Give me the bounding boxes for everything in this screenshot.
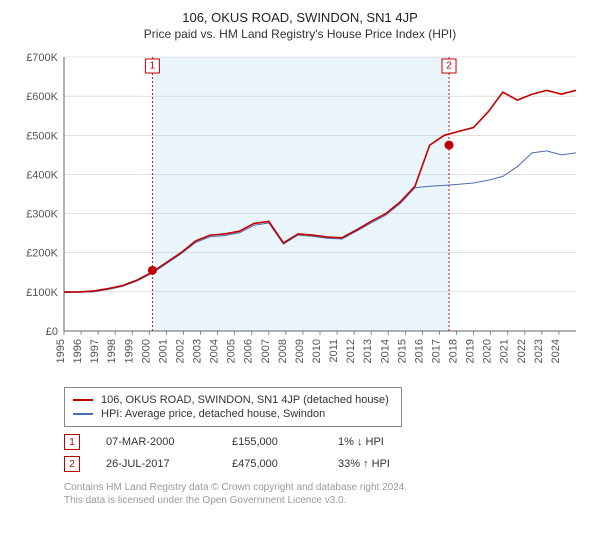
svg-text:£500K: £500K <box>26 130 58 142</box>
legend-label: HPI: Average price, detached house, Swin… <box>101 408 325 420</box>
svg-text:2024: 2024 <box>550 339 562 363</box>
svg-text:2006: 2006 <box>243 339 255 363</box>
legend-item: 106, OKUS ROAD, SWINDON, SN1 4JP (detach… <box>73 393 393 407</box>
event-delta: 1% ↓ HPI <box>338 436 428 448</box>
svg-text:2022: 2022 <box>516 339 528 363</box>
event-delta: 33% ↑ HPI <box>338 458 428 470</box>
sale-events: 1 07-MAR-2000 £155,000 1% ↓ HPI 2 26-JUL… <box>64 431 584 475</box>
legend-label: 106, OKUS ROAD, SWINDON, SN1 4JP (detach… <box>101 394 389 406</box>
legend-swatch <box>73 399 93 401</box>
svg-text:£400K: £400K <box>26 169 58 181</box>
svg-text:1996: 1996 <box>72 339 84 363</box>
svg-text:2011: 2011 <box>328 339 340 363</box>
svg-text:2004: 2004 <box>209 339 221 363</box>
page-subtitle: Price paid vs. HM Land Registry's House … <box>16 27 584 41</box>
legend-swatch <box>73 413 93 415</box>
svg-text:2017: 2017 <box>430 339 442 363</box>
svg-text:2018: 2018 <box>448 339 460 363</box>
svg-text:2014: 2014 <box>379 339 391 363</box>
event-price: £475,000 <box>232 458 312 470</box>
footer-line: Contains HM Land Registry data © Crown c… <box>64 481 584 494</box>
svg-text:2000: 2000 <box>140 339 152 363</box>
svg-text:£300K: £300K <box>26 209 58 221</box>
event-row: 2 26-JUL-2017 £475,000 33% ↑ HPI <box>64 453 584 475</box>
svg-text:2010: 2010 <box>311 339 323 363</box>
price-chart: £0 £100K £200K £300K £400K £500K £600K £700K 199… <box>16 51 584 381</box>
svg-text:1995: 1995 <box>55 339 67 363</box>
svg-text:2016: 2016 <box>413 339 425 363</box>
svg-text:2009: 2009 <box>294 339 306 363</box>
event-date: 07-MAR-2000 <box>106 436 206 448</box>
svg-text:£0: £0 <box>46 326 58 338</box>
svg-text:1999: 1999 <box>123 339 135 363</box>
svg-text:1998: 1998 <box>106 339 118 363</box>
svg-text:2001: 2001 <box>157 339 169 363</box>
svg-text:2021: 2021 <box>499 339 511 363</box>
svg-text:£200K: £200K <box>26 248 58 260</box>
license-footer: Contains HM Land Registry data © Crown c… <box>64 481 584 507</box>
svg-text:£600K: £600K <box>26 91 58 103</box>
svg-text:2007: 2007 <box>260 339 272 363</box>
event-price: £155,000 <box>232 436 312 448</box>
svg-text:1: 1 <box>150 61 156 72</box>
svg-text:2020: 2020 <box>482 339 494 363</box>
svg-text:2005: 2005 <box>226 339 238 363</box>
svg-text:1997: 1997 <box>89 339 101 363</box>
event-marker-icon: 1 <box>64 434 80 450</box>
legend-item: HPI: Average price, detached house, Swin… <box>73 407 393 421</box>
event-date: 26-JUL-2017 <box>106 458 206 470</box>
svg-text:2003: 2003 <box>192 339 204 363</box>
svg-text:£700K: £700K <box>26 52 58 64</box>
event-marker-icon: 2 <box>64 456 80 472</box>
svg-text:2019: 2019 <box>465 339 477 363</box>
legend: 106, OKUS ROAD, SWINDON, SN1 4JP (detach… <box>64 387 402 427</box>
svg-text:2: 2 <box>446 61 452 72</box>
event-row: 1 07-MAR-2000 £155,000 1% ↓ HPI <box>64 431 584 453</box>
svg-text:2023: 2023 <box>533 339 545 363</box>
svg-text:2002: 2002 <box>174 339 186 363</box>
svg-text:2015: 2015 <box>396 339 408 363</box>
svg-text:2012: 2012 <box>345 339 357 363</box>
svg-text:2008: 2008 <box>277 339 289 363</box>
footer-line: This data is licensed under the Open Gov… <box>64 494 584 507</box>
svg-text:2013: 2013 <box>362 339 374 363</box>
page-title: 106, OKUS ROAD, SWINDON, SN1 4JP <box>16 10 584 25</box>
svg-text:£100K: £100K <box>26 287 58 299</box>
